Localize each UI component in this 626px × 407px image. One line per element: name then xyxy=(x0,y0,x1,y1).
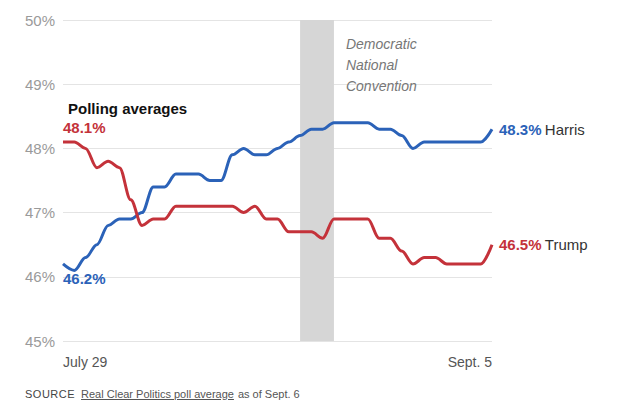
svg-text:46.2%: 46.2% xyxy=(63,270,106,287)
svg-text:Democratic: Democratic xyxy=(346,36,417,52)
svg-text:Harris: Harris xyxy=(545,121,585,138)
svg-text:July 29: July 29 xyxy=(63,354,108,370)
svg-text:46%: 46% xyxy=(25,268,55,285)
html-text:SOURCE: SOURCE xyxy=(25,388,76,400)
svg-text:Convention: Convention xyxy=(346,78,417,94)
svg-text:Trump: Trump xyxy=(545,236,588,253)
svg-text:National: National xyxy=(346,57,398,73)
svg-text:48%: 48% xyxy=(25,140,55,157)
svg-text:48.3%: 48.3% xyxy=(499,121,542,138)
svg-text:Polling averages: Polling averages xyxy=(68,100,187,117)
svg-text:47%: 47% xyxy=(25,204,55,221)
svg-text:45%: 45% xyxy=(25,333,55,350)
svg-text:Sept. 5: Sept. 5 xyxy=(448,354,493,370)
html-text:Real Clear Politics poll avera: Real Clear Politics poll average as of S… xyxy=(81,388,300,400)
svg-text:46.5%: 46.5% xyxy=(499,236,542,253)
svg-text:48.1%: 48.1% xyxy=(63,119,106,136)
svg-text:49%: 49% xyxy=(25,76,55,93)
svg-text:50%: 50% xyxy=(25,12,55,29)
